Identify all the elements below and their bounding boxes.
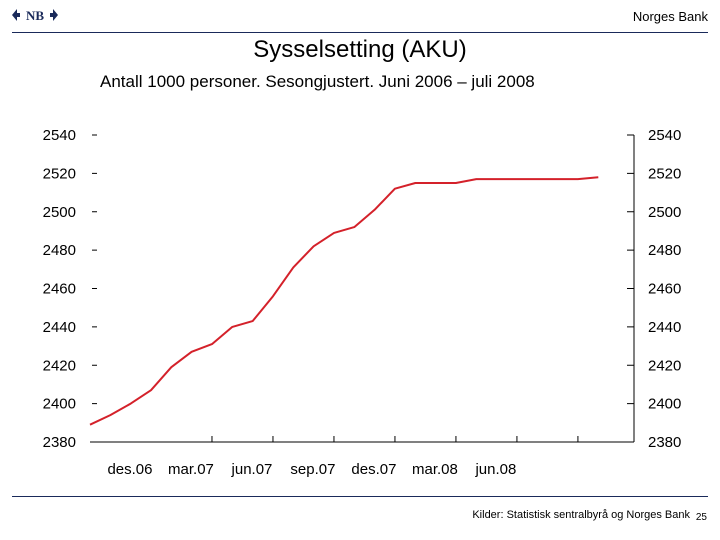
source-note: Kilder: Statistisk sentralbyrå og Norges… xyxy=(472,509,690,521)
y-tick-label-right: 2380 xyxy=(648,434,681,451)
brand-name: Norges Bank xyxy=(632,9,708,24)
y-tick-label-left: 2480 xyxy=(43,242,76,259)
x-tick-label: jun.08 xyxy=(474,461,516,478)
x-tick-label: des.06 xyxy=(107,461,152,478)
y-tick-label-right: 2460 xyxy=(648,281,681,298)
chart-title: Sysselsetting (AKU) xyxy=(253,36,467,63)
y-tick-label-left: 2400 xyxy=(43,396,76,413)
y-tick-label-left: 2380 xyxy=(43,434,76,451)
x-tick-label: jun.07 xyxy=(231,461,273,478)
svg-text:NB: NB xyxy=(26,8,44,22)
y-tick-label-left: 2520 xyxy=(43,165,76,182)
x-tick-label: mar.08 xyxy=(412,461,458,478)
y-tick-label-left: 2460 xyxy=(43,281,76,298)
employment-series-line xyxy=(89,176,599,426)
y-tick-label-right: 2520 xyxy=(648,165,681,182)
y-tick-label-right: 2440 xyxy=(648,319,681,336)
chart-subtitle: Antall 1000 personer. Sesongjustert. Jun… xyxy=(100,72,535,91)
footer-divider xyxy=(12,496,708,497)
x-tick-label: sep.07 xyxy=(290,461,335,478)
y-tick-label-right: 2420 xyxy=(648,357,681,374)
y-tick-label-right: 2540 xyxy=(648,127,681,144)
x-tick-label: des.07 xyxy=(351,461,396,478)
y-tick-label-right: 2500 xyxy=(648,204,681,221)
page-number: 25 xyxy=(695,512,707,523)
x-tick-label: mar.07 xyxy=(168,461,214,478)
y-tick-label-left: 2420 xyxy=(43,357,76,374)
y-tick-label-right: 2480 xyxy=(648,242,681,259)
y-tick-label-left: 2440 xyxy=(43,319,76,336)
y-tick-label-left: 2500 xyxy=(43,204,76,221)
norges-bank-logo: NB xyxy=(12,8,58,27)
y-tick-label-right: 2400 xyxy=(648,396,681,413)
y-tick-label-left: 2540 xyxy=(43,127,76,144)
header-divider xyxy=(12,32,708,33)
